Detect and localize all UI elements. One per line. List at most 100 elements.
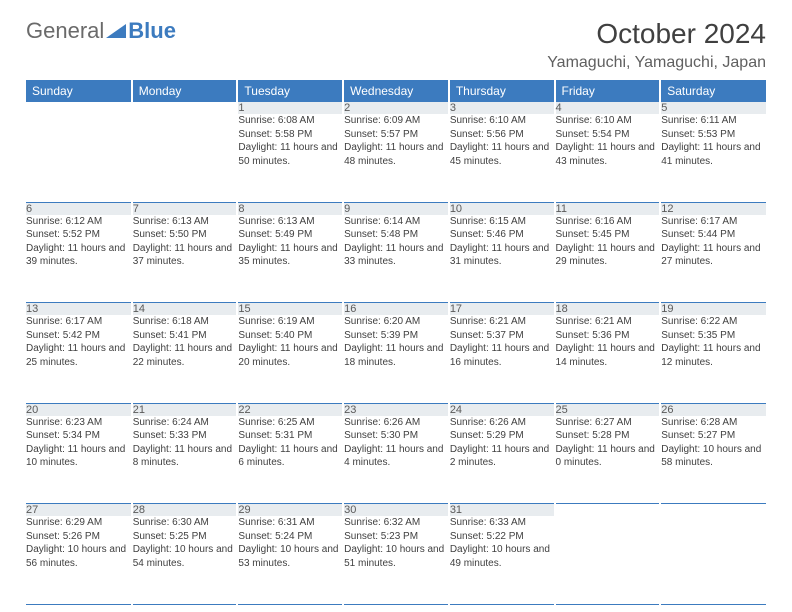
sunset-text: Sunset: 5:22 PM: [450, 530, 554, 544]
day-text-cell: Sunrise: 6:22 AMSunset: 5:35 PMDaylight:…: [660, 315, 766, 403]
day-number-cell: 14: [132, 303, 238, 316]
day-text-cell: Sunrise: 6:21 AMSunset: 5:37 PMDaylight:…: [449, 315, 555, 403]
day-number-cell: 9: [343, 202, 449, 215]
day-text-cell: [555, 516, 661, 604]
day-text-cell: Sunrise: 6:20 AMSunset: 5:39 PMDaylight:…: [343, 315, 449, 403]
day-text-cell: Sunrise: 6:17 AMSunset: 5:42 PMDaylight:…: [26, 315, 132, 403]
day-number-row: 20212223242526: [26, 403, 766, 416]
day-number-cell: 20: [26, 403, 132, 416]
day-text-row: Sunrise: 6:12 AMSunset: 5:52 PMDaylight:…: [26, 215, 766, 303]
daylight-text: Daylight: 11 hours and 33 minutes.: [344, 242, 448, 269]
calendar-body: 12345Sunrise: 6:08 AMSunset: 5:58 PMDayl…: [26, 102, 766, 604]
day-number-cell: 25: [555, 403, 661, 416]
day-number-cell: 6: [26, 202, 132, 215]
sunset-text: Sunset: 5:34 PM: [26, 429, 131, 443]
daylight-text: Daylight: 11 hours and 43 minutes.: [556, 141, 660, 168]
day-number-cell: 23: [343, 403, 449, 416]
day-number-cell: 21: [132, 403, 238, 416]
sunrise-text: Sunrise: 6:13 AM: [238, 215, 342, 229]
sunrise-text: Sunrise: 6:26 AM: [450, 416, 554, 430]
day-text-cell: Sunrise: 6:10 AMSunset: 5:54 PMDaylight:…: [555, 114, 661, 202]
page-header: General Blue October 2024 Yamaguchi, Yam…: [26, 18, 766, 72]
day-number-row: 12345: [26, 102, 766, 114]
day-number-cell: 10: [449, 202, 555, 215]
sunset-text: Sunset: 5:40 PM: [238, 329, 342, 343]
title-block: October 2024 Yamaguchi, Yamaguchi, Japan: [547, 18, 766, 72]
day-text-cell: Sunrise: 6:13 AMSunset: 5:50 PMDaylight:…: [132, 215, 238, 303]
sunrise-text: Sunrise: 6:21 AM: [556, 315, 660, 329]
sunrise-text: Sunrise: 6:18 AM: [133, 315, 237, 329]
day-text-cell: Sunrise: 6:27 AMSunset: 5:28 PMDaylight:…: [555, 416, 661, 504]
daylight-text: Daylight: 11 hours and 4 minutes.: [344, 443, 448, 470]
sunrise-text: Sunrise: 6:13 AM: [133, 215, 237, 229]
sunrise-text: Sunrise: 6:20 AM: [344, 315, 448, 329]
daylight-text: Daylight: 11 hours and 48 minutes.: [344, 141, 448, 168]
day-text-cell: Sunrise: 6:33 AMSunset: 5:22 PMDaylight:…: [449, 516, 555, 604]
weekday-header-row: SundayMondayTuesdayWednesdayThursdayFrid…: [26, 80, 766, 102]
sunrise-text: Sunrise: 6:15 AM: [450, 215, 554, 229]
sunrise-text: Sunrise: 6:30 AM: [133, 516, 237, 530]
sunset-text: Sunset: 5:23 PM: [344, 530, 448, 544]
sunrise-text: Sunrise: 6:21 AM: [450, 315, 554, 329]
weekday-header: Monday: [132, 80, 238, 102]
day-number-cell: 7: [132, 202, 238, 215]
calendar-table: SundayMondayTuesdayWednesdayThursdayFrid…: [26, 80, 766, 605]
day-number-cell: [555, 504, 661, 517]
sunrise-text: Sunrise: 6:14 AM: [344, 215, 448, 229]
day-text-cell: Sunrise: 6:16 AMSunset: 5:45 PMDaylight:…: [555, 215, 661, 303]
sunrise-text: Sunrise: 6:32 AM: [344, 516, 448, 530]
day-number-cell: 4: [555, 102, 661, 114]
daylight-text: Daylight: 11 hours and 39 minutes.: [26, 242, 131, 269]
day-text-cell: Sunrise: 6:08 AMSunset: 5:58 PMDaylight:…: [237, 114, 343, 202]
day-number-cell: 3: [449, 102, 555, 114]
day-number-cell: 29: [237, 504, 343, 517]
daylight-text: Daylight: 10 hours and 58 minutes.: [661, 443, 766, 470]
day-number-cell: 5: [660, 102, 766, 114]
daylight-text: Daylight: 11 hours and 16 minutes.: [450, 342, 554, 369]
sunrise-text: Sunrise: 6:26 AM: [344, 416, 448, 430]
sunrise-text: Sunrise: 6:11 AM: [661, 114, 766, 128]
sunrise-text: Sunrise: 6:29 AM: [26, 516, 131, 530]
daylight-text: Daylight: 11 hours and 14 minutes.: [556, 342, 660, 369]
sunset-text: Sunset: 5:25 PM: [133, 530, 237, 544]
month-title: October 2024: [547, 18, 766, 50]
sunrise-text: Sunrise: 6:25 AM: [238, 416, 342, 430]
logo-triangle-icon: [106, 22, 126, 40]
location: Yamaguchi, Yamaguchi, Japan: [547, 54, 766, 72]
sunrise-text: Sunrise: 6:22 AM: [661, 315, 766, 329]
logo-text-2: Blue: [128, 18, 176, 44]
sunset-text: Sunset: 5:50 PM: [133, 228, 237, 242]
sunrise-text: Sunrise: 6:28 AM: [661, 416, 766, 430]
day-text-cell: Sunrise: 6:21 AMSunset: 5:36 PMDaylight:…: [555, 315, 661, 403]
day-number-cell: 12: [660, 202, 766, 215]
sunset-text: Sunset: 5:29 PM: [450, 429, 554, 443]
sunrise-text: Sunrise: 6:23 AM: [26, 416, 131, 430]
daylight-text: Daylight: 11 hours and 18 minutes.: [344, 342, 448, 369]
daylight-text: Daylight: 10 hours and 53 minutes.: [238, 543, 342, 570]
daylight-text: Daylight: 11 hours and 31 minutes.: [450, 242, 554, 269]
day-number-cell: 22: [237, 403, 343, 416]
weekday-header: Sunday: [26, 80, 132, 102]
day-number-cell: 17: [449, 303, 555, 316]
day-number-cell: 26: [660, 403, 766, 416]
sunset-text: Sunset: 5:37 PM: [450, 329, 554, 343]
day-number-cell: 18: [555, 303, 661, 316]
sunrise-text: Sunrise: 6:31 AM: [238, 516, 342, 530]
sunset-text: Sunset: 5:42 PM: [26, 329, 131, 343]
daylight-text: Daylight: 11 hours and 35 minutes.: [238, 242, 342, 269]
daylight-text: Daylight: 11 hours and 10 minutes.: [26, 443, 131, 470]
sunset-text: Sunset: 5:58 PM: [238, 128, 342, 142]
sunrise-text: Sunrise: 6:24 AM: [133, 416, 237, 430]
sunset-text: Sunset: 5:28 PM: [556, 429, 660, 443]
day-number-row: 2728293031: [26, 504, 766, 517]
logo-text-1: General: [26, 18, 104, 44]
sunrise-text: Sunrise: 6:19 AM: [238, 315, 342, 329]
sunset-text: Sunset: 5:46 PM: [450, 228, 554, 242]
day-text-cell: Sunrise: 6:28 AMSunset: 5:27 PMDaylight:…: [660, 416, 766, 504]
sunset-text: Sunset: 5:35 PM: [661, 329, 766, 343]
daylight-text: Daylight: 11 hours and 50 minutes.: [238, 141, 342, 168]
weekday-header: Friday: [555, 80, 661, 102]
sunset-text: Sunset: 5:54 PM: [556, 128, 660, 142]
day-text-cell: Sunrise: 6:31 AMSunset: 5:24 PMDaylight:…: [237, 516, 343, 604]
day-number-cell: 31: [449, 504, 555, 517]
